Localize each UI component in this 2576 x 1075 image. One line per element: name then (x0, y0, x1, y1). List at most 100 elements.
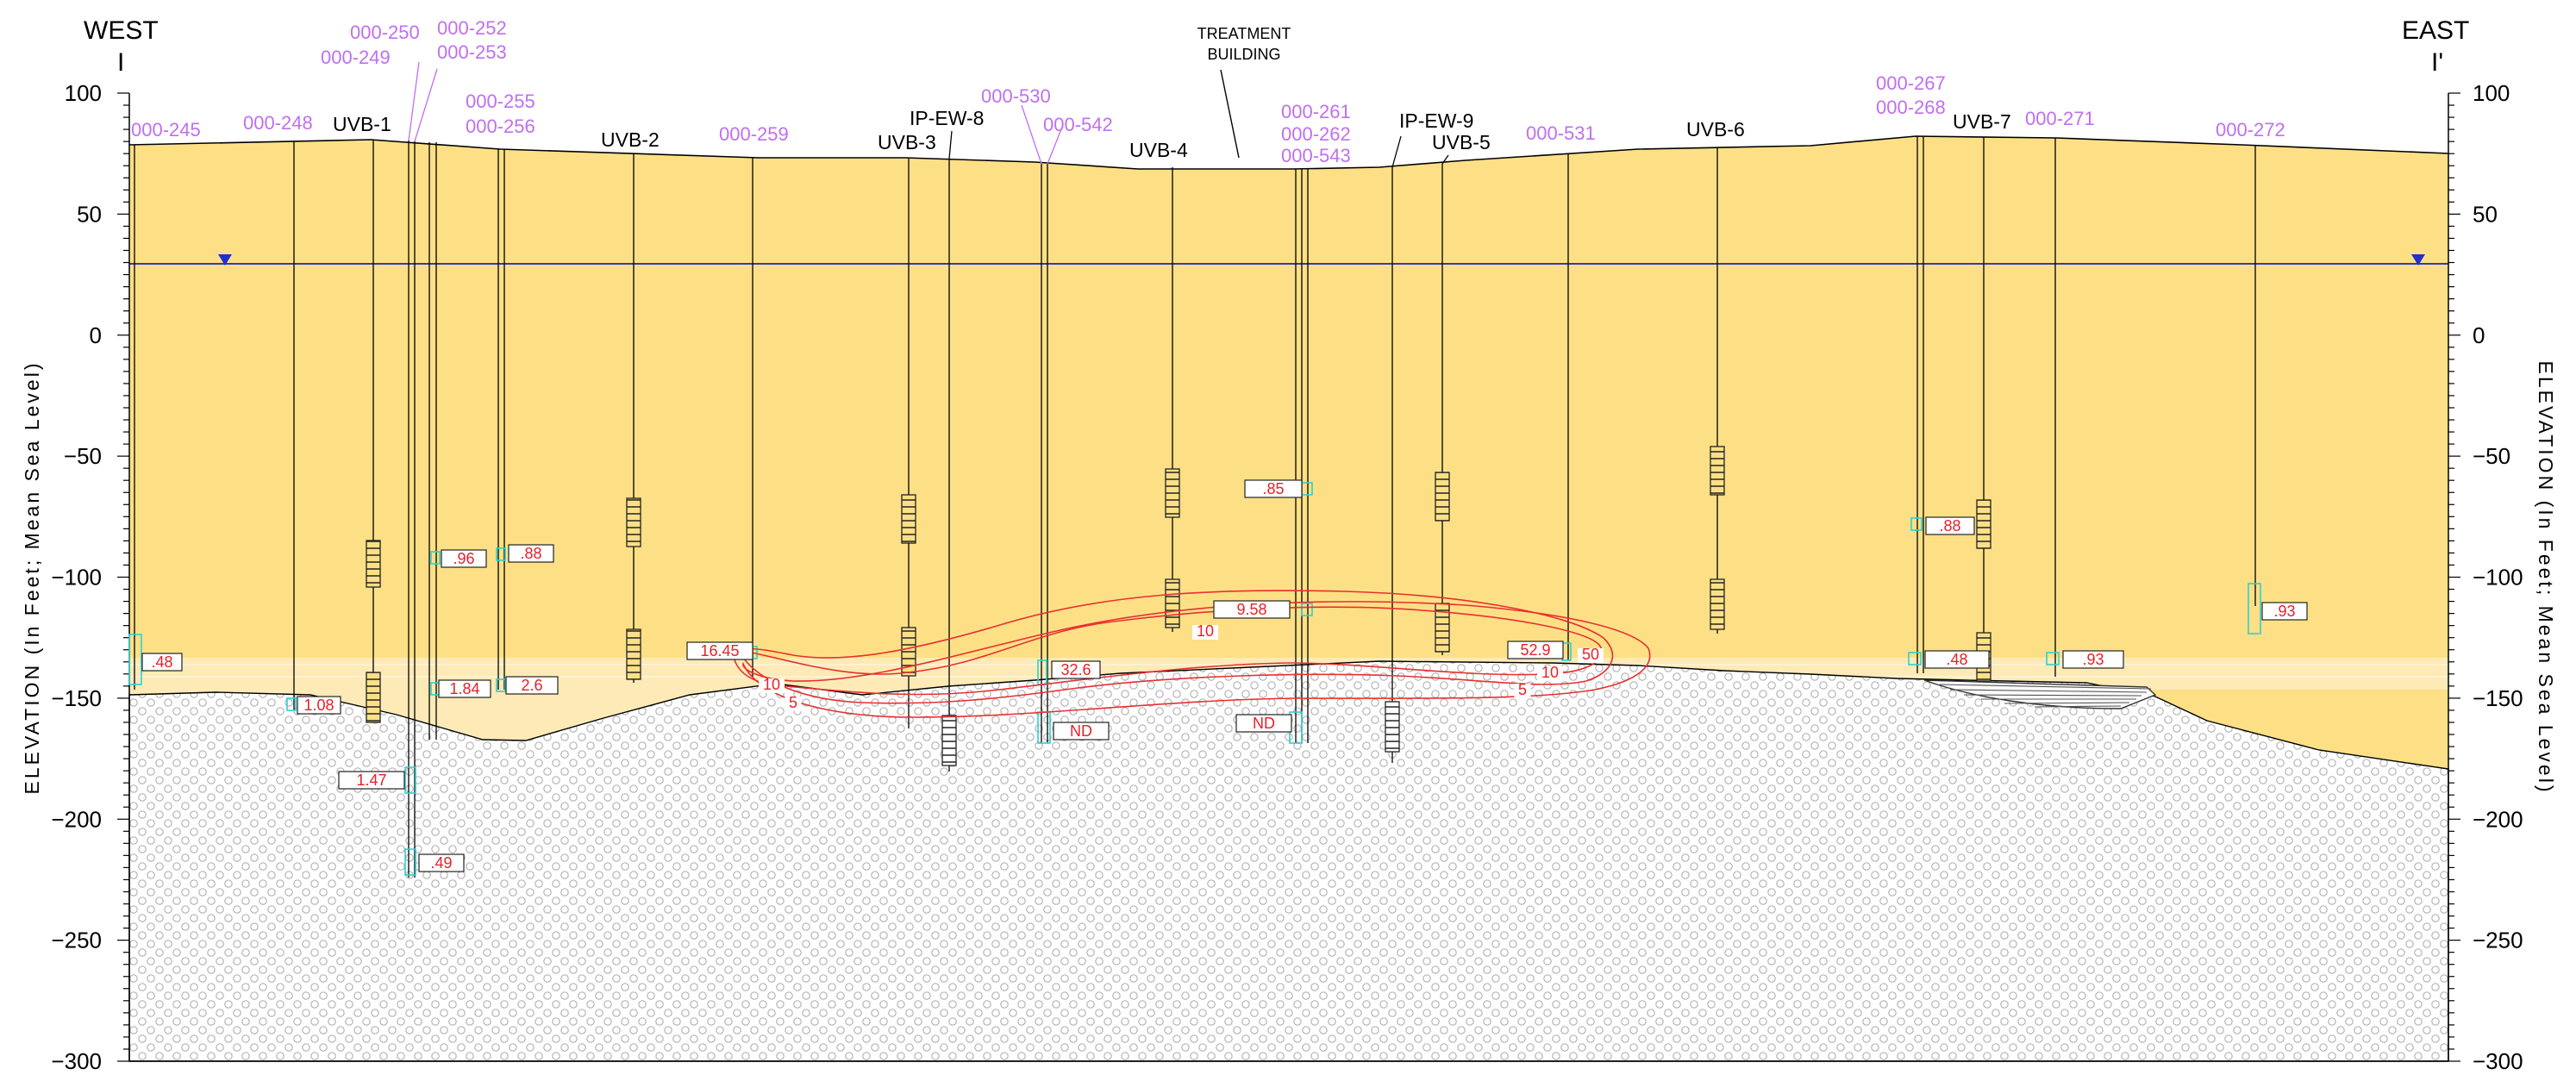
tick-label-left: −150 (51, 685, 102, 711)
well-id-label: 000-250 (350, 22, 420, 43)
west-label: WEST (84, 16, 159, 45)
result-value: .93 (2082, 651, 2104, 668)
water-table-icon (2411, 254, 2425, 266)
result-value: 1.47 (356, 772, 386, 789)
result-box (508, 544, 554, 563)
well-name-label: UVB-4 (1129, 139, 1188, 161)
result-box (1925, 516, 1975, 535)
axis-title-right: ELEVATION (In Feet; Mean Sea Level) (2535, 361, 2557, 795)
contour-label: 50 (1582, 646, 1599, 663)
result-box (1051, 660, 1101, 679)
well-name-label: IP-EW-8 (910, 107, 984, 129)
result-box (1244, 479, 1303, 498)
result-value: .48 (1946, 651, 1967, 668)
well-id-labels: 000-245 000-248000-250000-249000-252000-2… (131, 17, 2285, 166)
well-name-label: UVB-7 (1953, 110, 2011, 133)
result-value: .93 (2273, 603, 2295, 620)
well-name-label: UVB-5 (1432, 131, 1491, 153)
result-value: .88 (520, 545, 541, 562)
saturated-zone (129, 136, 2448, 769)
contour-label-bg (1578, 648, 1604, 663)
contour-label: 10 (1197, 622, 1214, 640)
tick-label-right: −200 (2473, 806, 2523, 832)
water-table-icon (218, 254, 232, 266)
contour-label-bg (1514, 684, 1531, 698)
tick-label-right: −50 (2473, 443, 2510, 469)
tick-label-left: −100 (51, 565, 102, 591)
well-id-label: 000-252 (437, 17, 507, 39)
well-id-label: 000-531 (1526, 122, 1596, 144)
well-name-label: IP-EW-9 (1399, 109, 1473, 132)
east-section-mark: I' (2431, 48, 2443, 77)
result-value: .88 (1939, 517, 1960, 534)
wells (134, 136, 2256, 878)
result-box (141, 653, 183, 672)
tick-label-left: −250 (51, 928, 102, 953)
tick-label-left: −50 (64, 443, 102, 469)
result-box (441, 549, 487, 568)
tick-label-left: 50 (77, 201, 102, 227)
result-value: 2.6 (521, 677, 542, 694)
tick-label-left: 100 (65, 80, 102, 106)
result-box (1053, 722, 1110, 741)
result-box (1213, 600, 1291, 619)
result-value: 16.45 (700, 642, 739, 659)
result-value: ND (1070, 722, 1092, 740)
well-name-label: UVB-1 (333, 113, 391, 135)
well-name-label: UVB-3 (878, 131, 936, 153)
well-id-label: 000-261 (1281, 101, 1351, 122)
well-id-label: 000-267 (1876, 72, 1946, 94)
result-box (297, 696, 341, 715)
result-box (686, 641, 753, 660)
axis-title-left: ELEVATION (In Feet; Mean Sea Level) (21, 361, 43, 795)
transition-band (129, 658, 2448, 741)
result-value: .85 (1262, 480, 1284, 497)
result-box (1235, 714, 1292, 733)
contour-labels: 10 10 5 50 10 5 (759, 622, 1604, 711)
axis-ticks (117, 92, 2460, 1062)
result-value: .49 (430, 854, 452, 872)
tick-label-left: −200 (51, 806, 102, 832)
result-value: 1.08 (303, 697, 334, 714)
well-id-label: 000-530 (981, 85, 1051, 107)
building-label-line2: BUILDING (1207, 46, 1280, 63)
result-value: .96 (453, 550, 474, 567)
well-name-label: UVB-2 (601, 128, 660, 151)
west-section-mark: I (117, 48, 124, 77)
tick-label-right: 100 (2473, 80, 2510, 106)
result-box (505, 676, 559, 695)
east-label: EAST (2402, 16, 2469, 45)
result-box (1507, 641, 1564, 659)
well-name-label: UVB-6 (1686, 118, 1745, 141)
contour-label-bg (1192, 625, 1218, 640)
result-value: 9.58 (1236, 601, 1266, 618)
result-value: 1.84 (449, 680, 479, 697)
well-id-label: 000-268 (1876, 97, 1946, 118)
well-id-label: 000-255 (466, 91, 535, 112)
axis-tick-labels: 100 100 50 50 0 0 −50 −50 −100 −100 −150 −150 −200 −2… (51, 80, 2523, 1074)
contour-label-bg (759, 678, 785, 693)
tick-label-right: −300 (2473, 1048, 2523, 1074)
building-label-line1: TREATMENT (1197, 25, 1291, 42)
tick-label-right: −150 (2473, 685, 2523, 711)
result-box (2062, 650, 2124, 669)
well-id-label: 000-249 (321, 47, 391, 68)
tick-label-right: 50 (2473, 201, 2498, 227)
result-value: .48 (151, 653, 172, 671)
well-id-label: 000-542 (1043, 114, 1113, 135)
well-id-label: 000-262 (1281, 123, 1351, 145)
result-box (338, 771, 405, 790)
result-box (1924, 650, 1990, 669)
result-box (438, 679, 491, 698)
result-boxes: .48 1.08 1.47 .49 .96 1.84 .88 2.6 16.45 32.6 ND .8… (141, 479, 2308, 872)
contour-label-bg (1537, 666, 1563, 681)
well-id-label: 000-272 (2216, 119, 2285, 141)
contour-label: 10 (1541, 664, 1559, 681)
well-id-label: 000-256 (466, 116, 535, 137)
tick-label-left: −300 (51, 1048, 102, 1074)
result-box (418, 853, 465, 872)
bedrock-unit (128, 660, 2449, 1062)
tick-label-right: −100 (2473, 565, 2523, 591)
well-id-label: 000-271 (2025, 108, 2095, 129)
